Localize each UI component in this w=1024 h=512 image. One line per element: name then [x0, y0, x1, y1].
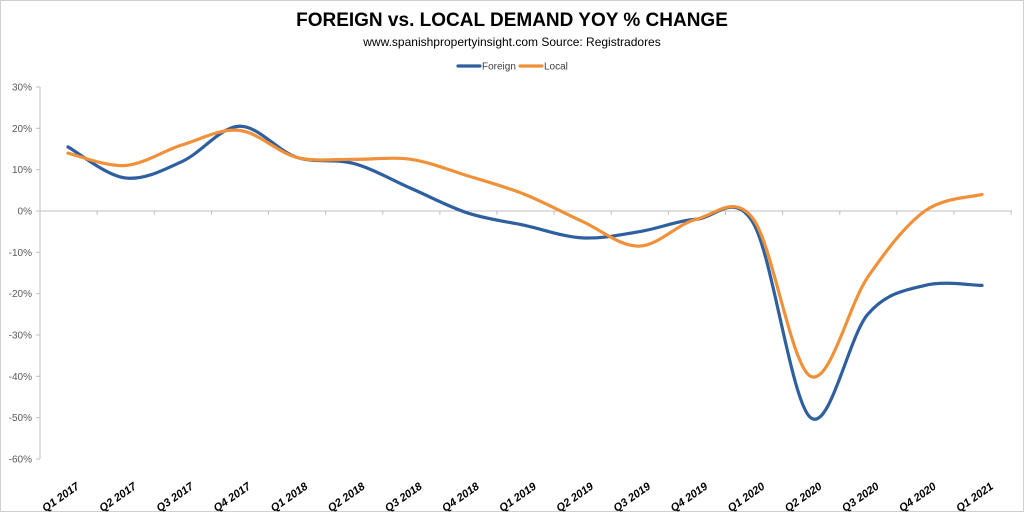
x-tick-label: Q1 2020 [726, 480, 768, 512]
series-line-foreign [66, 124, 984, 421]
x-tick-label: Q1 2017 [40, 480, 82, 512]
x-tick-label: Q3 2017 [155, 480, 197, 512]
y-tick-label: 10% [12, 165, 32, 176]
x-tick-label: Q1 2018 [269, 480, 311, 512]
series-lines [66, 124, 984, 421]
y-tick-label: -20% [9, 289, 32, 300]
x-tick-label: Q1 2019 [497, 480, 539, 512]
series-line-local [66, 128, 984, 379]
x-tick-label: Q2 2018 [326, 480, 368, 512]
y-tick-label: -10% [9, 248, 32, 259]
y-tick-label: 0% [18, 207, 33, 218]
y-tick-label: -30% [9, 331, 32, 342]
x-tick-label: Q3 2020 [840, 480, 882, 512]
legend: Foreign Local [456, 62, 568, 73]
y-axis: 30% 20% 10% 0% -10% -20% -30% -40% -50% -60% [9, 83, 41, 466]
x-tick-label: Q2 2020 [783, 480, 825, 512]
x-tick-label: Q3 2019 [612, 480, 654, 512]
x-tick-label: Q4 2017 [212, 480, 254, 512]
y-tick-label: 20% [12, 124, 32, 135]
legend-label-foreign: Foreign [482, 62, 516, 73]
legend-label-local: Local [544, 62, 568, 73]
x-tick-label: Q2 2017 [97, 480, 139, 512]
x-tick-label: Q4 2018 [440, 480, 482, 512]
x-tick-label: Q4 2020 [897, 480, 939, 512]
x-tick-label: Q3 2018 [383, 480, 425, 512]
chart-title: FOREIGN vs. LOCAL DEMAND YOY % CHANGE [296, 10, 728, 31]
x-tick-label: Q2 2019 [554, 480, 596, 512]
y-tick-label: -50% [9, 413, 32, 424]
x-axis: Q1 2017 Q2 2017 Q3 2017 Q4 2017 Q1 2018 Q2 20… [39, 210, 1012, 512]
y-tick-label: -40% [9, 372, 32, 383]
x-tick-label: Q1 2021 [954, 481, 995, 512]
y-tick-label: -60% [9, 455, 32, 466]
chart-subtitle: www.spanishpropertyinsight.com Source: R… [363, 35, 661, 49]
y-tick-label: 30% [12, 83, 32, 94]
x-tick-label: Q4 2019 [669, 480, 711, 512]
